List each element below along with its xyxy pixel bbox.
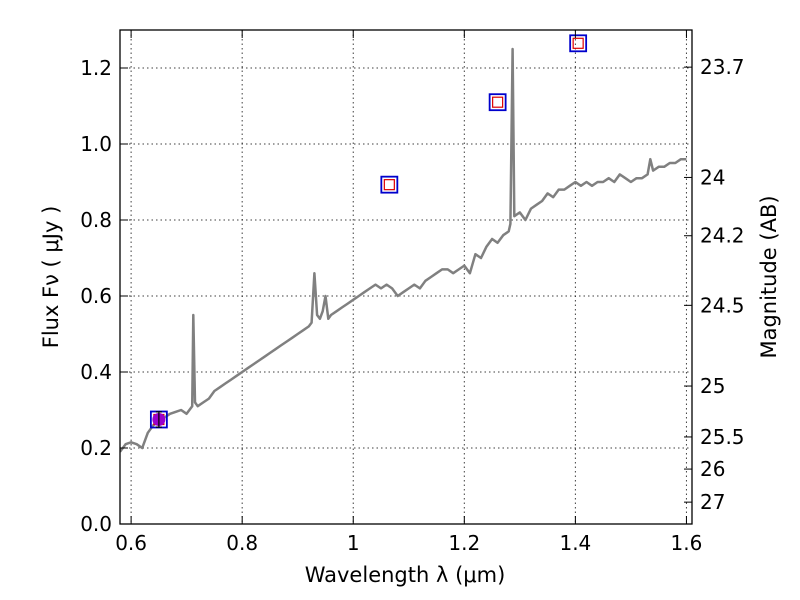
x-tick-label: 1.4 <box>559 531 591 555</box>
y-tick-label: 0.8 <box>80 208 112 232</box>
x-tick-label: 1 <box>347 531 360 555</box>
y-axis: 0.0 0.2 0.4 0.6 0.8 1.0 1.2 <box>80 56 128 536</box>
magnitude-tick-label: 23.7 <box>700 55 745 79</box>
model-point-box <box>380 175 399 194</box>
y-axis-label: Flux Fν ( μJy ) <box>39 206 63 349</box>
x-tick-label: 0.8 <box>226 531 258 555</box>
y-tick-label: 0.0 <box>80 512 112 536</box>
magnitude-axis-label: Magnitude (AB) <box>757 195 781 358</box>
x-axis: 0.6 0.8 1 1.2 1.4 1.6 <box>115 30 702 555</box>
magnitude-tick-label: 24.2 <box>700 224 745 248</box>
x-tick-label: 1.2 <box>448 531 480 555</box>
model-point-inner <box>383 179 395 191</box>
y-tick-label: 0.2 <box>80 436 112 460</box>
plot-frame <box>119 29 693 525</box>
model-point-box <box>569 34 588 53</box>
magnitude-tick-label: 25 <box>700 374 725 398</box>
grid-layer <box>120 30 692 525</box>
magnitude-tick-label: 24.5 <box>700 293 745 317</box>
y-tick-label: 1.2 <box>80 56 112 80</box>
x-tick-label: 0.6 <box>115 531 147 555</box>
magnitude-tick-label: 26 <box>700 457 725 481</box>
y-tick-label: 1.0 <box>80 132 112 156</box>
magnitude-tick-label: 24 <box>700 165 725 189</box>
model-point-inner <box>572 37 584 49</box>
magnitude-tick-label: 27 <box>700 490 725 514</box>
y-tick-label: 0.6 <box>80 284 112 308</box>
x-axis-label: Wavelength λ (μm) <box>305 563 506 587</box>
y-tick-label: 0.4 <box>80 360 112 384</box>
marker-layer <box>149 34 588 429</box>
spectrum-layer <box>120 47 687 453</box>
x-tick-label: 1.6 <box>671 531 703 555</box>
model-point-box <box>488 93 507 112</box>
spectrum-line <box>120 47 687 453</box>
magnitude-axis: 23.7 24 24.2 24.5 25 25.5 26 27 <box>684 55 745 514</box>
magnitude-tick-label: 25.5 <box>700 425 745 449</box>
model-point-inner <box>492 96 504 108</box>
